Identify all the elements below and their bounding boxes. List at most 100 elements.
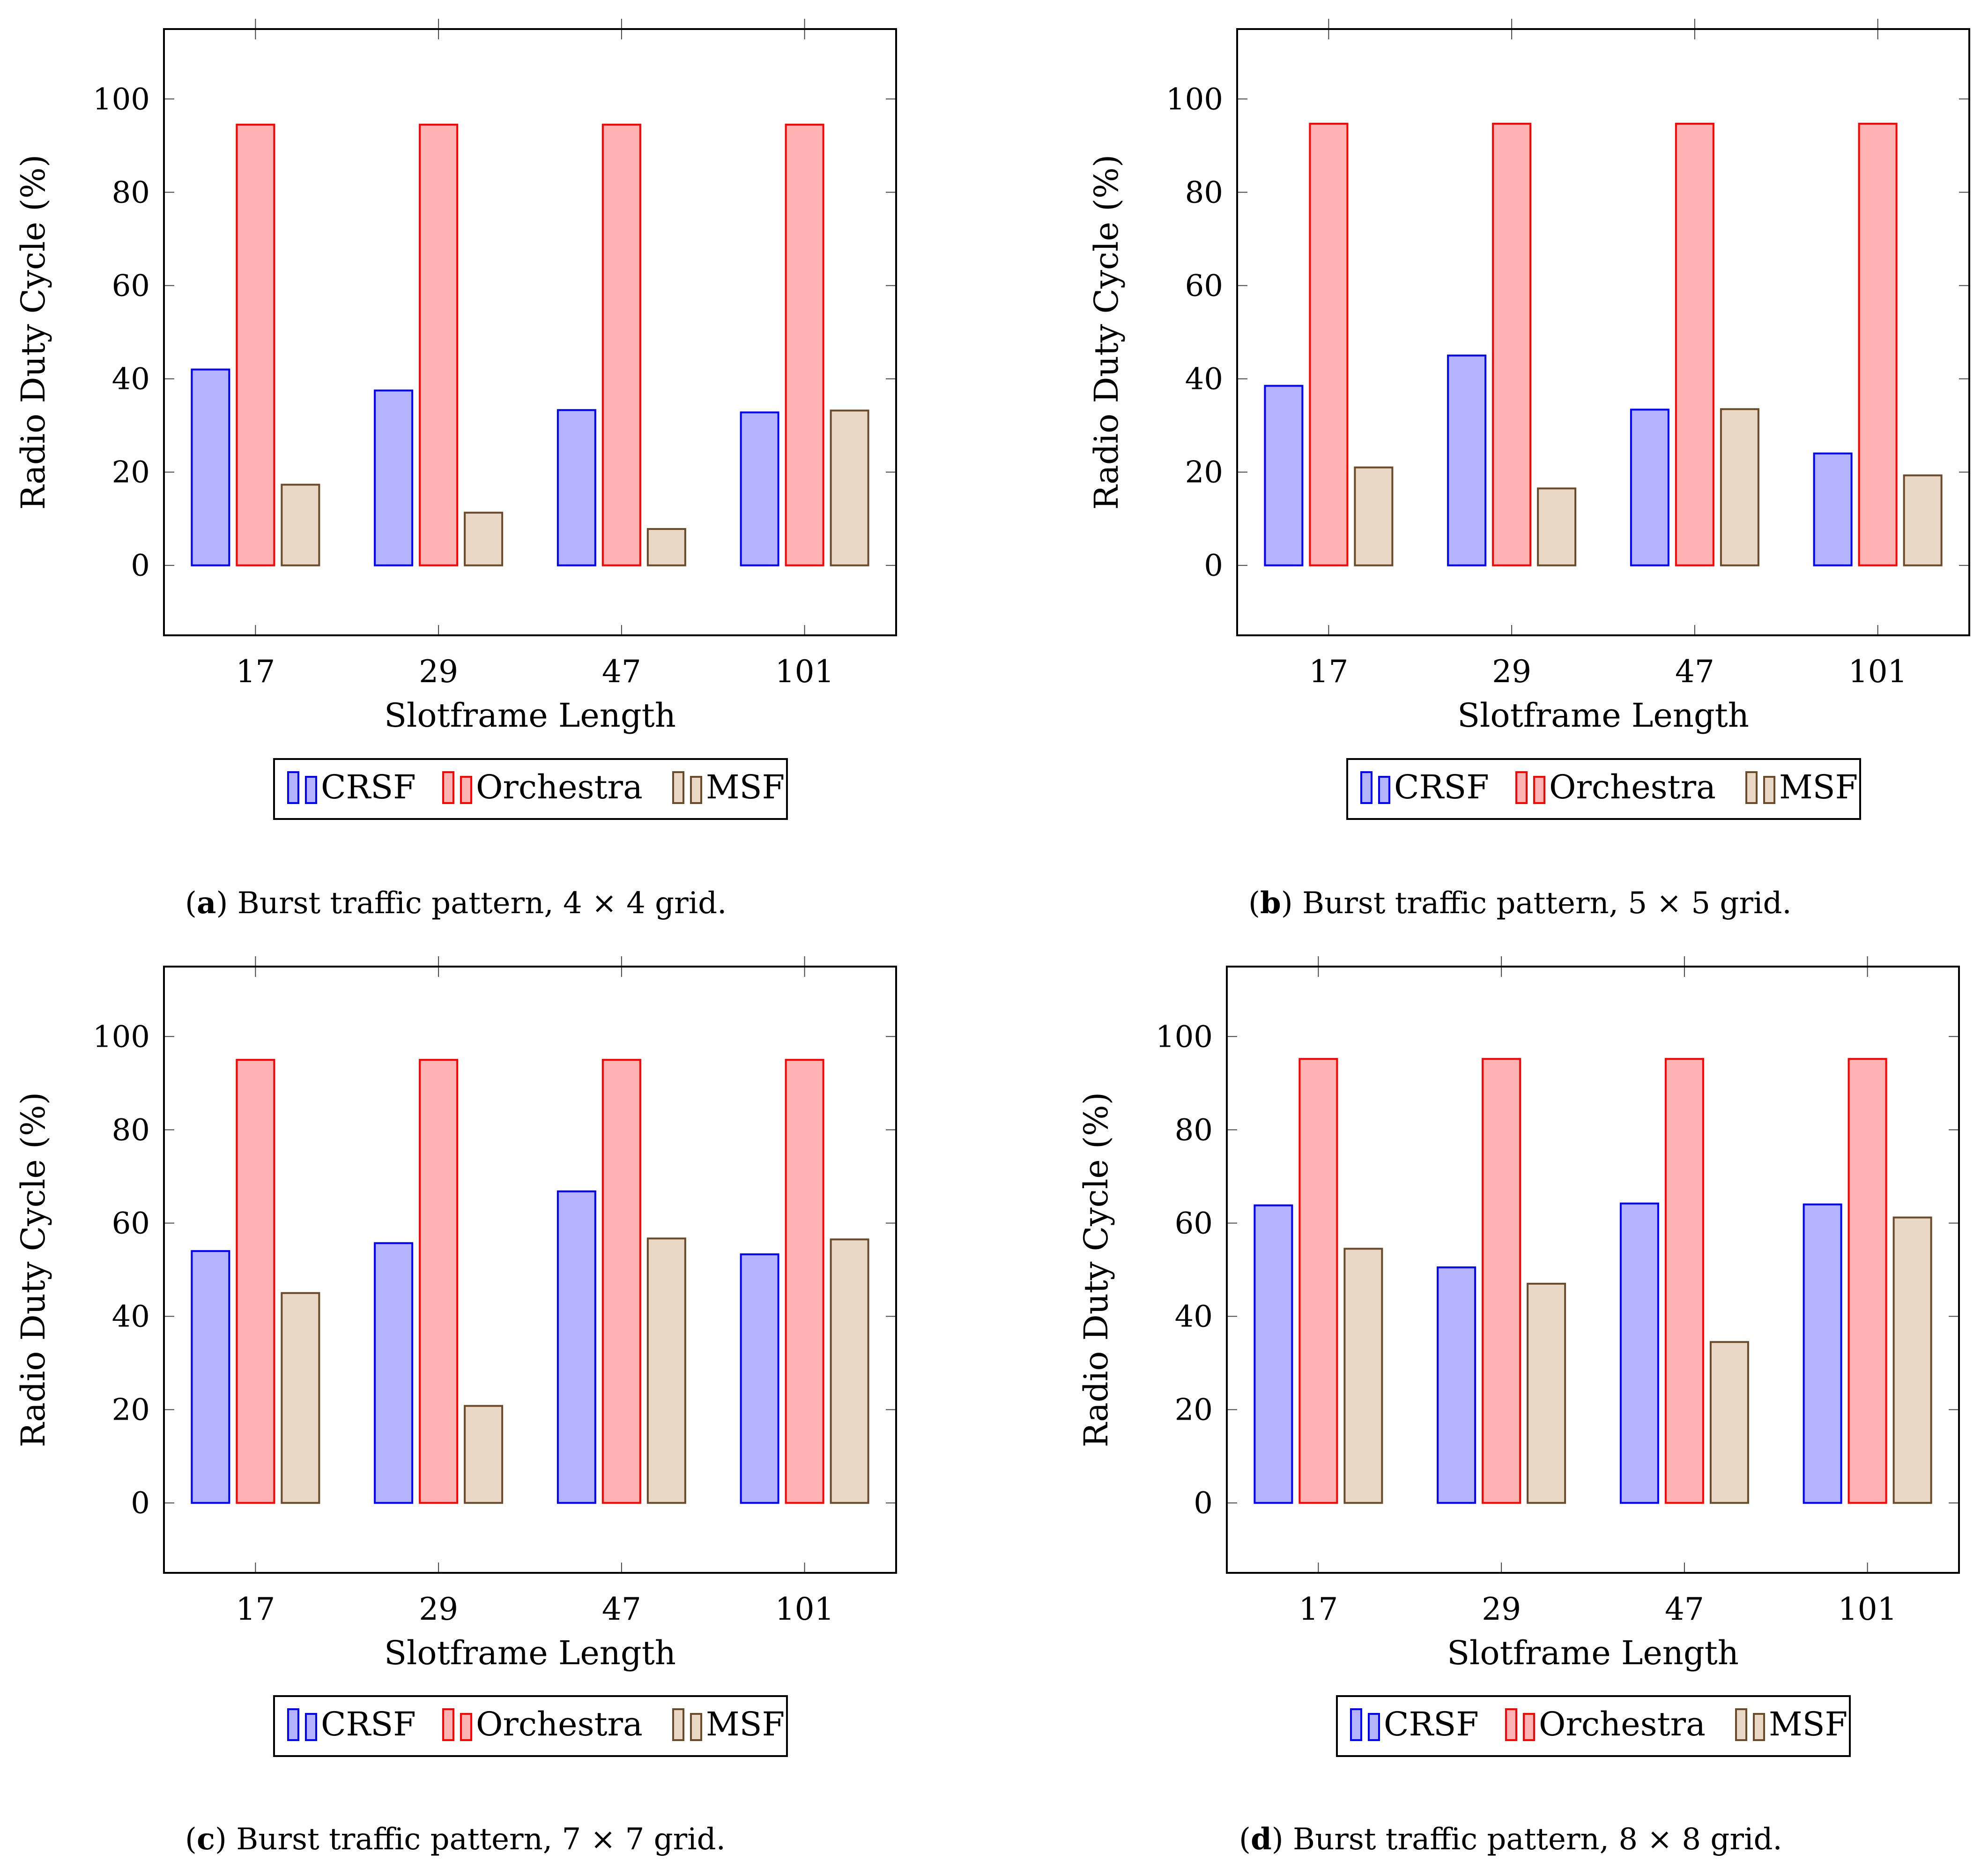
- bar-crsf-101: [1803, 1203, 1842, 1504]
- bar-crsf-47: [1630, 409, 1669, 566]
- y-tick-label: 100: [93, 1020, 150, 1054]
- bar-msf-29: [464, 512, 504, 566]
- plot-frame: [1226, 966, 1960, 1574]
- y-axis-label: Radio Duty Cycle (%): [1087, 155, 1126, 510]
- legend-swatch-msf: [672, 771, 684, 804]
- bar-crsf-29: [374, 389, 414, 566]
- bar-orchestra-101: [785, 1059, 824, 1504]
- y-tick-label: 20: [112, 455, 150, 490]
- y-tick-label: 0: [131, 549, 150, 583]
- legend-label-orchestra: Orchestra: [1539, 1705, 1706, 1743]
- legend-label-orchestra: Orchestra: [476, 1705, 643, 1743]
- legend-box: [273, 758, 788, 820]
- x-tick-label: 47: [1665, 1591, 1704, 1627]
- x-axis-label: Slotframe Length: [1457, 696, 1749, 735]
- bar-msf-29: [1537, 487, 1577, 566]
- y-tick-label: 80: [1175, 1113, 1213, 1147]
- bar-msf-47: [646, 528, 686, 566]
- legend-swatch-orchestra: [442, 771, 454, 804]
- bar-crsf-29: [1437, 1266, 1476, 1504]
- bar-msf-101: [1892, 1216, 1932, 1504]
- legend: CRSF Orchestra MSF: [1336, 1695, 1851, 1757]
- legend-label-msf: MSF: [1769, 1705, 1847, 1743]
- chart-panel-b: 0 20 40 60 80 100 17 29 47 101 Slotframe Length Rad…: [1087, 19, 1970, 820]
- bar-msf-17: [281, 484, 320, 566]
- x-tick-label: 101: [1838, 1591, 1897, 1627]
- plot-frame: [1236, 28, 1970, 636]
- legend-swatch-crsf: [1350, 1708, 1362, 1741]
- bar-orchestra-29: [419, 1059, 459, 1504]
- bar-crsf-29: [1447, 354, 1487, 566]
- bar-msf-17: [1354, 466, 1394, 566]
- x-axis-label: Slotframe Length: [384, 696, 676, 735]
- bar-crsf-17: [1264, 385, 1304, 566]
- bar-crsf-17: [191, 368, 230, 566]
- x-tick-label: 17: [1309, 654, 1348, 690]
- caption-a: (a) Burst traffic pattern, 4 × 4 grid.: [185, 886, 727, 921]
- legend-swatch-msf: [1735, 1708, 1747, 1741]
- legend-swatch-orchestra: [460, 776, 472, 804]
- bar-orchestra-47: [601, 124, 641, 566]
- legend-label-msf: MSF: [1779, 768, 1858, 806]
- legend-swatch-crsf: [287, 1708, 299, 1741]
- chart-panel-c: 0 20 40 60 80 100 17 29 47 101 Slotframe Length Rad…: [14, 956, 897, 1757]
- chart-panel-a: 0 20 40 60 80 100 17 29 47 101 Slotframe Length Rad…: [14, 19, 897, 820]
- legend-swatch-orchestra: [1505, 1708, 1517, 1741]
- legend-label-crsf: CRSF: [1394, 768, 1489, 806]
- bar-orchestra-47: [1664, 1058, 1704, 1504]
- bar-crsf-29: [374, 1242, 414, 1504]
- y-tick-label: 40: [1175, 1300, 1213, 1334]
- y-tick-label: 60: [1185, 268, 1223, 303]
- caption-d: (d) Burst traffic pattern, 8 × 8 grid.: [1239, 1822, 1782, 1857]
- bar-msf-17: [1343, 1248, 1383, 1504]
- bar-orchestra-47: [1675, 123, 1714, 566]
- x-tick-label: 17: [236, 1591, 275, 1627]
- bar-orchestra-29: [1492, 123, 1532, 566]
- y-axis-label: Radio Duty Cycle (%): [14, 1092, 52, 1447]
- x-tick-label: 101: [775, 654, 834, 690]
- y-axis-label: Radio Duty Cycle (%): [14, 155, 52, 510]
- bar-orchestra-17: [1309, 123, 1349, 566]
- legend-label-msf: MSF: [706, 768, 785, 806]
- legend-swatch-crsf: [1360, 771, 1373, 804]
- legend-swatch-crsf: [305, 776, 317, 804]
- x-tick-label: 17: [1298, 1591, 1338, 1627]
- x-tick-label: 47: [602, 1591, 641, 1627]
- y-tick-label: 60: [112, 268, 150, 303]
- bar-msf-101: [1903, 474, 1943, 566]
- x-tick-label: 29: [419, 1591, 458, 1627]
- bar-orchestra-17: [1298, 1058, 1338, 1504]
- bar-orchestra-17: [236, 124, 275, 566]
- bar-crsf-101: [740, 411, 779, 566]
- bar-crsf-101: [1813, 452, 1853, 566]
- legend-label-orchestra: Orchestra: [476, 768, 643, 806]
- legend-swatch-msf: [1753, 1713, 1765, 1741]
- bar-crsf-47: [556, 1190, 596, 1504]
- bar-orchestra-101: [785, 124, 824, 566]
- legend-swatch-crsf: [305, 1713, 317, 1741]
- legend-swatch-msf: [1763, 776, 1775, 804]
- legend-swatch-msf: [690, 1713, 702, 1741]
- y-tick-label: 0: [1194, 1486, 1213, 1521]
- bar-crsf-47: [556, 409, 596, 566]
- bar-orchestra-101: [1858, 123, 1898, 566]
- legend-swatch-orchestra: [442, 1708, 454, 1741]
- x-tick-label: 101: [1848, 654, 1907, 690]
- legend-swatch-orchestra: [1533, 776, 1545, 804]
- y-tick-label: 100: [93, 82, 150, 117]
- legend: CRSF Orchestra MSF: [1346, 758, 1861, 820]
- y-tick-label: 0: [131, 1486, 150, 1521]
- bar-orchestra-47: [601, 1059, 641, 1504]
- y-tick-label: 80: [112, 1113, 150, 1147]
- bar-msf-29: [464, 1405, 504, 1504]
- legend-label-msf: MSF: [706, 1705, 785, 1743]
- legend-swatch-orchestra: [1515, 771, 1528, 804]
- bar-msf-29: [1527, 1282, 1566, 1504]
- bar-msf-47: [646, 1237, 686, 1504]
- legend-swatch-crsf: [1368, 1713, 1380, 1741]
- legend-swatch-msf: [690, 776, 702, 804]
- caption-c: (c) Burst traffic pattern, 7 × 7 grid.: [185, 1822, 726, 1857]
- bar-crsf-17: [191, 1250, 230, 1504]
- x-tick-label: 17: [236, 654, 275, 690]
